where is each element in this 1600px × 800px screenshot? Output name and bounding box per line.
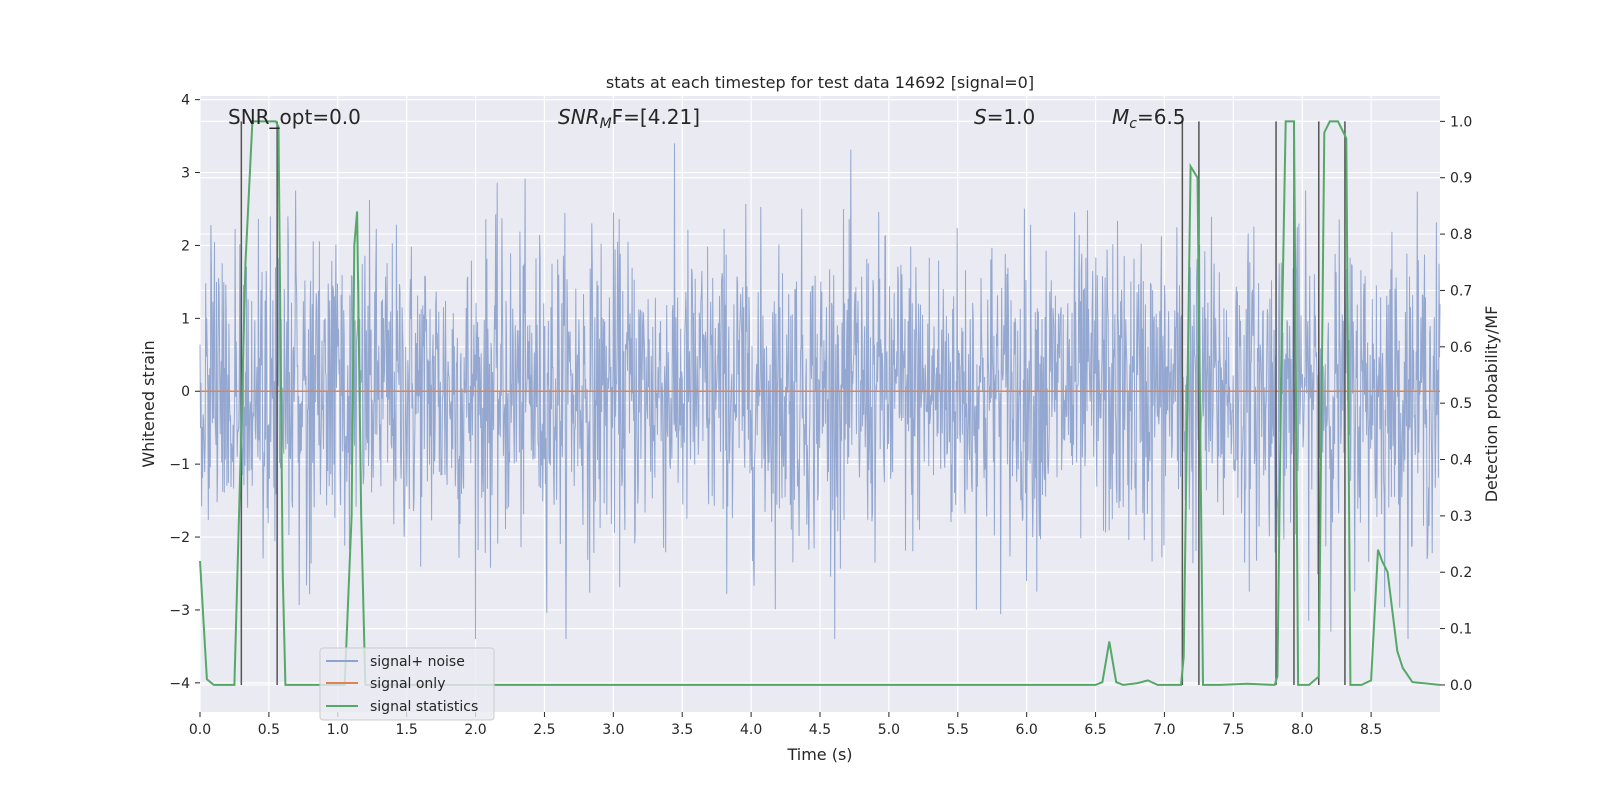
y-tick-label: −2 [169, 530, 190, 546]
x-tick-label: 5.5 [947, 722, 969, 738]
y2-tick-label: 0.1 [1450, 622, 1472, 638]
x-tick-label: 1.0 [327, 722, 349, 738]
x-tick-labels: 0.0 0.5 1.0 1.5 2.0 2.5 3.0 3.5 4.0 4.5 5.0 5.5 6.0 6… [189, 712, 1382, 738]
y2-tick-label: 0.3 [1450, 509, 1472, 525]
x-tick-label: 7.5 [1222, 722, 1244, 738]
legend-frame [319, 647, 495, 721]
y-tick-label: 3 [181, 166, 190, 182]
y-tick-label: −4 [169, 676, 190, 692]
y2-tick-label: 0.9 [1450, 171, 1472, 187]
y2-tick-label: 0.8 [1450, 227, 1472, 243]
y-axis-label: Whitened strain [139, 340, 158, 467]
y2-axis-label: Detection probability/MF [1482, 306, 1501, 503]
y2-tick-label: 0.2 [1450, 565, 1472, 581]
y2-tick-label: 0.6 [1450, 340, 1472, 356]
y-tick-label: −3 [169, 603, 190, 619]
legend-label-signal-only: signal only [370, 676, 445, 692]
y-tick-labels: 4 3 2 1 0 −1 −2 −3 −4 [169, 93, 200, 692]
legend-label-signal-plus-noise: signal+ noise [370, 654, 465, 670]
series-signal-statistics [199, 120, 1441, 686]
x-tick-label: 6.5 [1084, 722, 1106, 738]
y2-tick-label: 0.0 [1450, 678, 1472, 694]
x-tick-label: 3.5 [671, 722, 693, 738]
x-tick-label: 8.0 [1291, 722, 1313, 738]
y-tick-label: 2 [181, 238, 190, 254]
y-tick-label: 1 [181, 311, 190, 327]
y-tick-label: 0 [181, 384, 190, 400]
x-tick-label: 0.5 [258, 722, 280, 738]
x-tick-label: 5.0 [878, 722, 900, 738]
y2-tick-label: 0.5 [1450, 396, 1472, 412]
x-tick-label: 4.5 [809, 722, 831, 738]
annotation-snr-mf: SNRMF=[4.21] [558, 105, 700, 132]
x-tick-label: 2.5 [533, 722, 555, 738]
y2-tick-labels: 1.0 0.9 0.8 0.7 0.6 0.5 0.4 0.3 0.2 0.1 0.0 [1440, 114, 1472, 694]
annotation-s: S=1.0 [974, 105, 1035, 129]
y2-tick-label: 1.0 [1450, 114, 1472, 130]
x-tick-label: 1.5 [396, 722, 418, 738]
x-tick-label: 7.0 [1153, 722, 1175, 738]
x-axis-label: Time (s) [786, 745, 852, 764]
x-tick-label: 8.5 [1360, 722, 1382, 738]
y-tick-label: −1 [169, 457, 190, 473]
x-tick-label: 6.0 [1016, 722, 1038, 738]
x-tick-label: 3.0 [602, 722, 624, 738]
legend-label-signal-statistics: signal statistics [370, 699, 478, 715]
x-tick-label: 4.0 [740, 722, 762, 738]
annotation-mc: Mc=6.5 [1112, 105, 1186, 132]
x-tick-label: 0.0 [189, 722, 211, 738]
y2-tick-label: 0.7 [1450, 283, 1472, 299]
annotation-snr-opt: SNR_opt=0.0 [228, 105, 361, 129]
x-tick-label: 2.0 [464, 722, 486, 738]
legend: signal+ noise signal only signal statist… [319, 647, 495, 721]
y2-tick-label: 0.4 [1450, 453, 1472, 469]
chart-title: stats at each timestep for test data 146… [606, 73, 1034, 92]
y-tick-label: 4 [181, 93, 190, 109]
